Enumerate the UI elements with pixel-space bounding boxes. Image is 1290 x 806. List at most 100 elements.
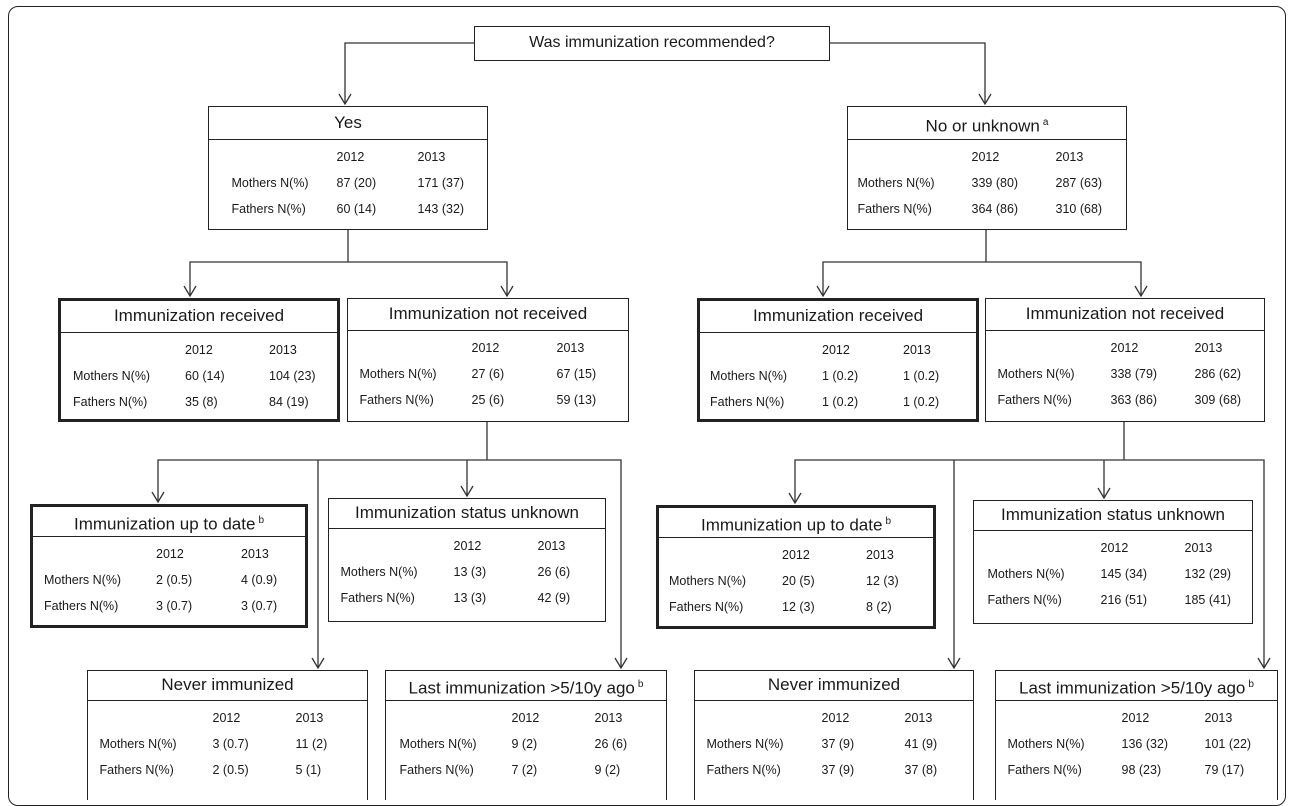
row-label: Fathers N(%): [44, 599, 119, 613]
header-spacer: [707, 705, 822, 731]
box-yes-status-unknown: Immunization status unknown 2012 2013 Mothe…: [328, 498, 606, 622]
box-title-text: Immunization not received: [388, 304, 588, 323]
row-label: Mothers N(%): [1007, 737, 1085, 751]
value-2013: 3 (0.7): [241, 599, 278, 613]
row-label: Fathers N(%): [399, 763, 474, 777]
value-2013: 42 (9): [537, 591, 571, 605]
box-title: Immunization status unknown: [974, 501, 1252, 531]
arrow-head: [500, 285, 514, 298]
value-2013: 26 (6): [537, 565, 571, 579]
box-yes-not-received: Immunization not received 2012 2013 Mothers…: [347, 298, 629, 422]
header-row: 2012 2013: [232, 144, 465, 170]
row-label: Fathers N(%): [340, 591, 415, 605]
box-title: Never immunized: [695, 671, 973, 701]
box-title-text: Immunization received: [752, 306, 924, 325]
box-no-not-received: Immunization not received 2012 2013 Mothers…: [985, 298, 1265, 422]
value-2013: 143 (32): [417, 202, 465, 216]
footnote-marker: b: [885, 516, 891, 527]
data-row: Mothers N(%) 87 (20) 171 (37): [232, 170, 465, 196]
data-row: Mothers N(%) 37 (9) 41 (9): [707, 731, 938, 757]
row-label: Fathers N(%): [231, 202, 306, 216]
row-label: Mothers N(%): [359, 367, 437, 381]
data-row: Fathers N(%) 12 (3) 8 (2): [669, 594, 899, 620]
header-spacer: [669, 542, 782, 568]
year-header: 2012: [185, 343, 213, 357]
box-title-text: Immunization status unknown: [1001, 505, 1225, 524]
box-table: 2012 2013 Mothers N(%) 1 (0.2) 1 (0.2) Father…: [710, 337, 939, 415]
box-table: 2012 2013 Mothers N(%) 2 (0.5) 4 (0.9) Father…: [44, 541, 277, 619]
year-header: 2012: [336, 150, 365, 164]
value-2012: 13 (3): [453, 565, 487, 579]
question-box: Was immunization recommended?: [474, 26, 830, 61]
value-2013: 12 (3): [866, 574, 899, 588]
header-row: 2012 2013: [100, 705, 328, 731]
row-label: Fathers N(%): [710, 395, 785, 409]
year-header: 2013: [269, 343, 297, 357]
arrow-head: [151, 491, 165, 504]
year-header: 2013: [417, 150, 446, 164]
row-label: Fathers N(%): [987, 593, 1062, 607]
box-title: Last immunization >5/10y ago b: [996, 671, 1277, 701]
row-label: Fathers N(%): [99, 763, 174, 777]
box-no-status-unknown: Immunization status unknown 2012 2013 Mothe…: [973, 500, 1253, 624]
value-2013: 101 (22): [1204, 737, 1252, 751]
year-header: 2012: [471, 341, 500, 355]
row-label: Fathers N(%): [997, 393, 1072, 407]
box-table: 2012 2013 Mothers N(%) 136 (32) 101 (22) Fath…: [1008, 705, 1252, 783]
box-table: 2012 2013 Mothers N(%) 339 (80) 287 (63) Fath…: [858, 144, 1103, 222]
header-row: 2012 2013: [707, 705, 938, 731]
box-title: Yes: [209, 107, 487, 140]
box-yes-uptodate: Immunization up to date b 2012 2013 Mothers …: [30, 504, 308, 628]
data-row: Fathers N(%) 98 (23) 79 (17): [1008, 757, 1252, 783]
data-row: Fathers N(%) 2 (0.5) 5 (1): [100, 757, 328, 783]
data-row: Mothers N(%) 3 (0.7) 11 (2): [100, 731, 328, 757]
arrow-head: [338, 93, 352, 106]
value-2012: 1 (0.2): [822, 395, 859, 409]
value-2012: 60 (14): [185, 369, 225, 383]
connector-line: [830, 42, 986, 104]
box-title-text: Immunization not received: [1025, 304, 1225, 323]
value-2012: 363 (86): [1110, 393, 1158, 407]
header-spacer: [710, 337, 822, 363]
arrow-head: [460, 485, 474, 498]
year-header: 2012: [453, 539, 482, 553]
value-2012: 1 (0.2): [822, 369, 859, 383]
value-2013: 79 (17): [1204, 763, 1245, 777]
row-label: Mothers N(%): [73, 369, 151, 383]
year-header: 2012: [822, 343, 850, 357]
value-2013: 132 (29): [1184, 567, 1232, 581]
data-row: Mothers N(%) 13 (3) 26 (6): [341, 559, 571, 585]
box-title-text: Last immunization >5/10y ago: [1019, 678, 1246, 698]
box-title-text: Never immunized: [161, 675, 294, 694]
value-2013: 171 (37): [417, 176, 465, 190]
box-no-never: Never immunized 2012 2013 Mothers N(%) 37 (9…: [694, 670, 974, 800]
row-label: Mothers N(%): [710, 369, 788, 383]
box-title-text: Immunization status unknown: [355, 503, 579, 522]
year-header: 2013: [866, 548, 894, 562]
row-label: Mothers N(%): [99, 737, 177, 751]
header-spacer: [73, 337, 185, 363]
header-spacer: [360, 335, 472, 361]
arrow-head: [183, 285, 197, 298]
year-header: 2012: [1121, 711, 1150, 725]
arrow-head: [311, 657, 325, 670]
value-2012: 12 (3): [782, 600, 815, 614]
header-spacer: [341, 533, 454, 559]
value-2012: 87 (20): [336, 176, 377, 190]
connector-line: [189, 261, 508, 296]
box-title: No or unknown a: [848, 107, 1126, 140]
box-yes-never: Never immunized 2012 2013 Mothers N(%) 3 (0.…: [87, 670, 368, 800]
value-2012: 136 (32): [1121, 737, 1169, 751]
box-title-text: Last immunization >5/10y ago: [408, 678, 635, 698]
box-table: 2012 2013 Mothers N(%) 60 (14) 104 (23) Fathe…: [73, 337, 316, 415]
header-row: 2012 2013: [73, 337, 316, 363]
box-title-text: Immunization up to date: [700, 515, 883, 535]
year-header: 2012: [971, 150, 1000, 164]
value-2013: 309 (68): [1194, 393, 1242, 407]
box-no-received: Immunization received 2012 2013 Mothers N(%…: [697, 298, 979, 422]
footnote-marker: a: [1042, 117, 1049, 128]
box-table: 2012 2013 Mothers N(%) 20 (5) 12 (3) Fathers …: [669, 542, 899, 620]
box-table: 2012 2013 Mothers N(%) 27 (6) 67 (15) Fathers…: [360, 335, 597, 413]
box-title: Never immunized: [88, 671, 367, 701]
value-2013: 26 (6): [594, 737, 628, 751]
